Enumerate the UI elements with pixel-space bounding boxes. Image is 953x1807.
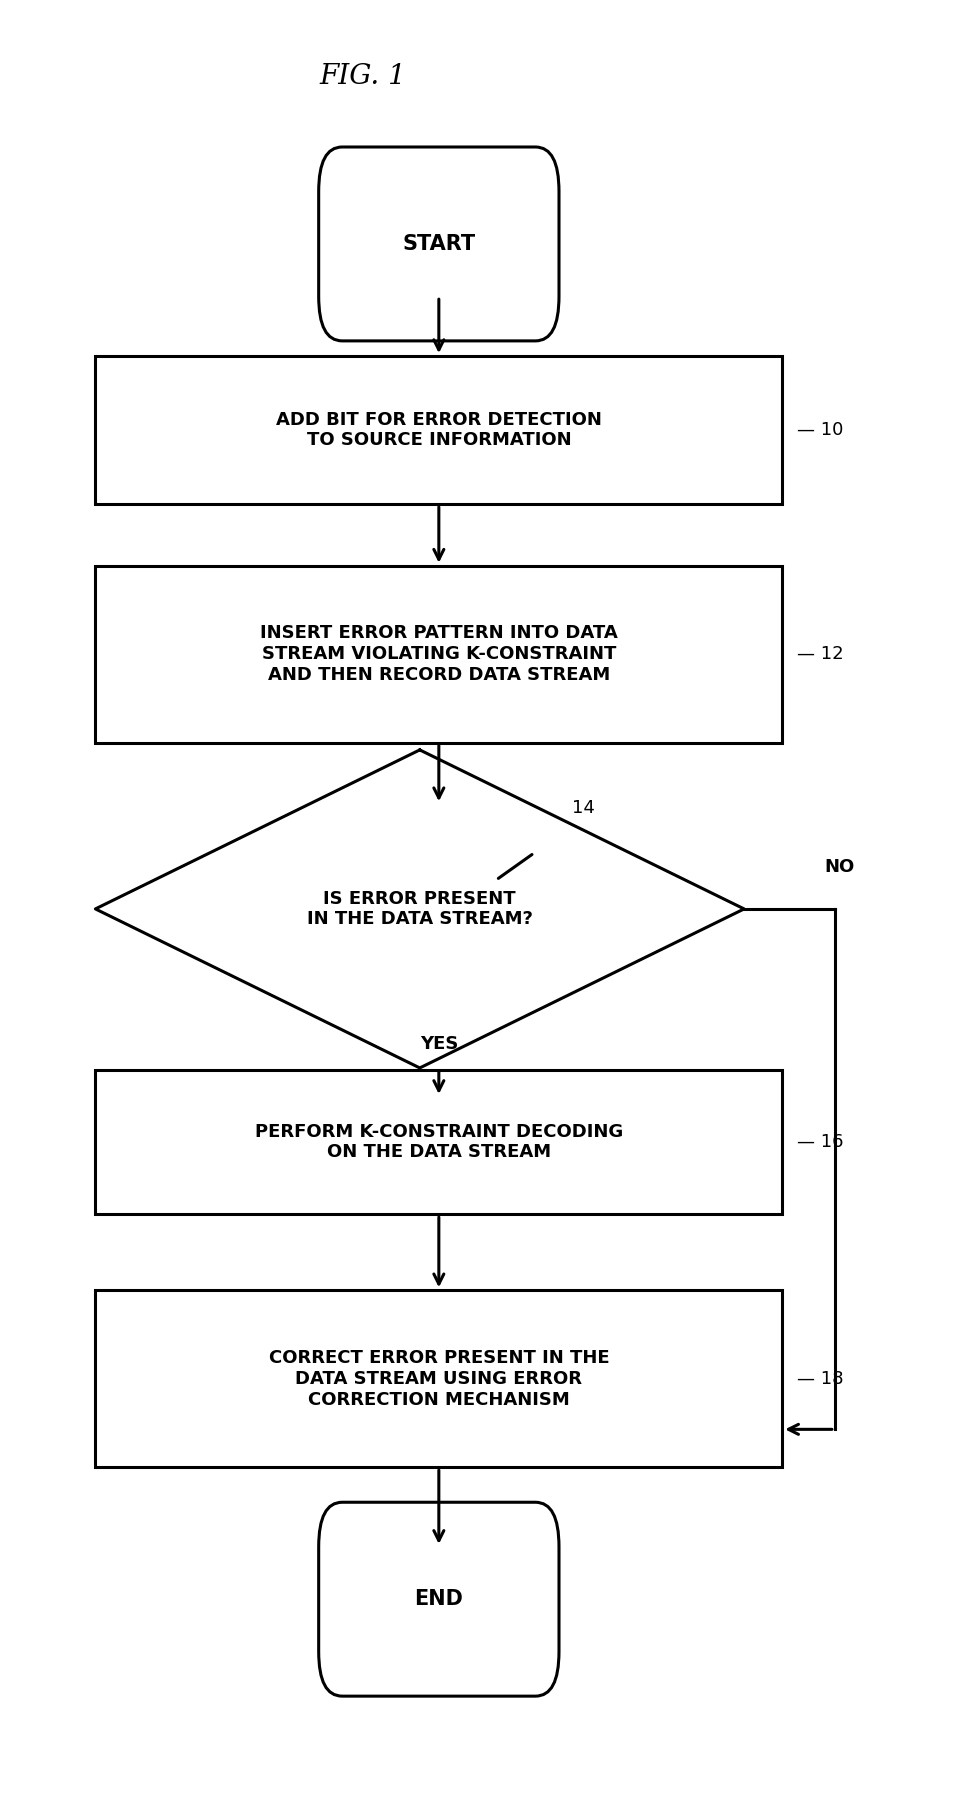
FancyBboxPatch shape <box>318 1502 558 1697</box>
Text: PERFORM K-CONSTRAINT DECODING
ON THE DATA STREAM: PERFORM K-CONSTRAINT DECODING ON THE DAT… <box>254 1122 622 1162</box>
Bar <box>95 566 781 743</box>
Text: — 16: — 16 <box>796 1133 842 1151</box>
Text: 14: 14 <box>572 799 595 817</box>
Text: — 10: — 10 <box>796 421 842 439</box>
Bar <box>95 1070 781 1214</box>
Text: END: END <box>414 1588 463 1610</box>
Text: ADD BIT FOR ERROR DETECTION
TO SOURCE INFORMATION: ADD BIT FOR ERROR DETECTION TO SOURCE IN… <box>275 410 601 450</box>
FancyBboxPatch shape <box>318 146 558 342</box>
Text: START: START <box>402 233 475 255</box>
Bar <box>95 1290 781 1467</box>
Text: YES: YES <box>419 1035 457 1053</box>
Bar <box>95 356 781 504</box>
Text: INSERT ERROR PATTERN INTO DATA
STREAM VIOLATING K-CONSTRAINT
AND THEN RECORD DAT: INSERT ERROR PATTERN INTO DATA STREAM VI… <box>259 625 618 683</box>
Text: NO: NO <box>823 858 854 876</box>
Text: — 12: — 12 <box>796 645 842 663</box>
Polygon shape <box>95 750 743 1068</box>
Text: IS ERROR PRESENT
IN THE DATA STREAM?: IS ERROR PRESENT IN THE DATA STREAM? <box>307 889 532 929</box>
Text: — 18: — 18 <box>796 1370 842 1388</box>
Text: CORRECT ERROR PRESENT IN THE
DATA STREAM USING ERROR
CORRECTION MECHANISM: CORRECT ERROR PRESENT IN THE DATA STREAM… <box>268 1350 609 1408</box>
Text: FIG. 1: FIG. 1 <box>319 63 405 90</box>
